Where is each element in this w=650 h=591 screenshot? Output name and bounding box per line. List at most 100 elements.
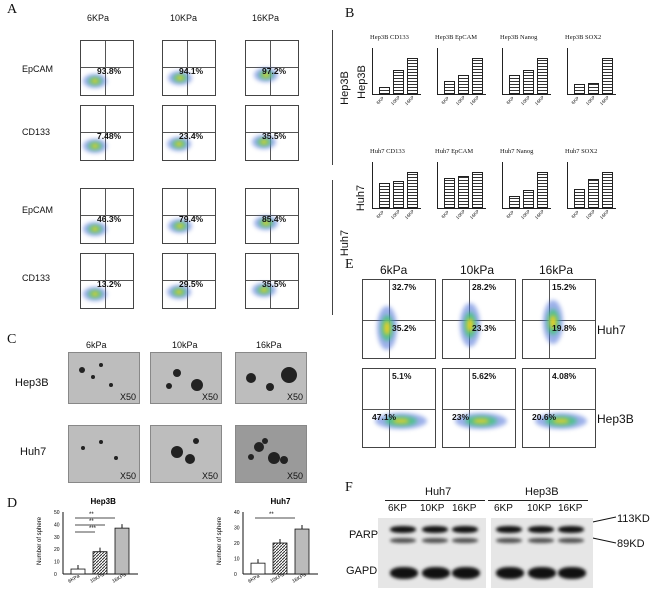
sphere-image: X50 [150,352,222,404]
parp-band [390,526,416,533]
lane-label: 10KP [527,503,552,514]
tick-label: 0 [54,572,57,578]
tick-label: 16KP [468,94,481,107]
size-label: 113KD [617,513,650,525]
tick-label: 10KP [519,94,532,107]
cleaved-parp-band [528,538,554,543]
panel-label-e: E [345,257,354,272]
flow-plot [162,188,216,244]
dot-cloud [553,418,569,424]
chart-title: Huh7 CD133 [370,148,405,155]
tick-label: 16KP [468,208,481,221]
bar [602,172,613,208]
quadrant-line [363,409,435,410]
tick-label: 30 [54,535,60,541]
gapdh-band [558,567,586,579]
gapdh-band [390,567,418,579]
cleaved-parp-band [422,538,448,543]
quadrant-line [163,67,215,68]
percent-lower: 35.2% [392,323,417,333]
bar [574,189,585,208]
chart-title: Huh7 Nanog [500,148,534,155]
bar [458,176,469,208]
row-label: Huh7 [597,323,626,337]
dot-cloud [467,318,473,332]
quadrant-line [246,67,298,68]
tick-label: 6KP [375,209,386,220]
percent-label: 79.4% [179,214,204,224]
tick-label: 16KP [598,94,611,107]
quadrant-line [81,215,133,216]
quadrant-line [549,369,550,447]
col-label: 10kPa [460,263,495,277]
group-label: Hep3B [338,71,351,105]
percent-label: 23.4% [179,131,204,141]
percent-label: 85.4% [262,214,287,224]
parp-band [452,526,478,533]
dot-cloud [260,139,268,145]
quadrant-line [389,369,390,447]
bar [407,172,418,208]
panel-label-b: B [345,6,355,21]
quadrant-line [246,280,298,281]
bar [509,196,520,208]
group-underline [488,500,588,501]
flow-plot [442,279,516,359]
percent-lower: 23.3% [472,323,497,333]
percent-label: 29.5% [179,279,204,289]
flow-plot [245,105,299,161]
magnification-label: X50 [119,392,136,402]
chart-title: Huh7 [271,497,292,506]
sphere [173,369,181,377]
dot-cloud [473,418,489,424]
row-label: PARP [349,529,379,541]
flow-plot [80,253,134,309]
bar [458,75,469,94]
significance-mark: *** [89,526,97,532]
col-label: 10kPa [172,340,198,350]
percent-label: 35.5% [262,131,287,141]
percent-lower: 19.8% [552,323,577,333]
sphere [191,379,203,391]
col-label: 6kPa [86,340,107,350]
mini-bar-chart [437,48,486,95]
dot-cloud [175,289,183,295]
sphere [171,446,183,458]
flow-plot [362,368,436,448]
bar [472,58,483,94]
cleaved-parp-band [496,538,522,543]
dot-cloud [260,287,268,293]
sphere [109,383,113,387]
tick-label: 10KP [584,208,597,221]
percent-lower: 47.1% [372,412,397,422]
tick-label: 10 [234,557,240,563]
tick-label: 0 [234,572,237,578]
tick-label: 6KP [440,209,451,220]
row-label: Hep3B [15,377,49,389]
gapdh-band [528,567,556,579]
tick-label: 6KP [570,209,581,220]
group-label: Huh7 [355,184,368,212]
sphere [266,383,274,391]
chart-title: Hep3B CD133 [370,34,409,41]
percent-label: 46.3% [97,214,122,224]
sphere-image: X50 [235,425,307,483]
bar [523,190,534,208]
row-label: Huh7 [20,446,47,458]
bar [588,179,599,208]
bar [588,83,599,94]
sphere [268,452,280,464]
chart-title: Huh7 SOX2 [565,148,598,155]
mini-bar-chart [567,48,616,95]
col-label: 6KPa [87,13,110,23]
tick-label: 30 [234,526,240,532]
dot-cloud [262,72,270,78]
significance-mark: ** [89,512,94,518]
sphere [81,446,85,450]
mini-bar-chart [567,162,616,209]
bar [92,551,108,575]
bar [70,568,86,575]
panel-label-d: D [7,496,18,511]
flow-plot [80,188,134,244]
